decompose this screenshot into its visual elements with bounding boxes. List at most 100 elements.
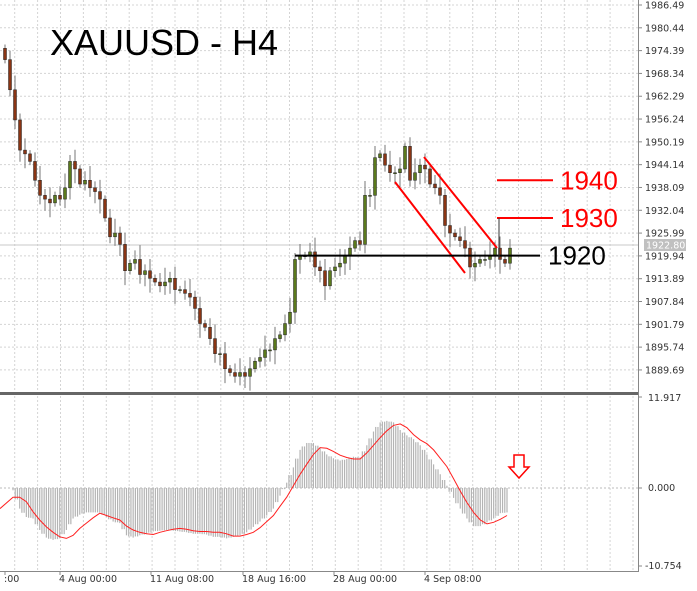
candle-bull <box>338 262 342 268</box>
candle-bear <box>18 119 22 151</box>
candle-bull <box>273 338 277 351</box>
candle-bear <box>323 270 327 287</box>
candle-bull <box>253 360 257 370</box>
down-arrow-icon[interactable] <box>507 454 531 480</box>
candle-bear <box>183 289 187 294</box>
levels: 1940 1930 1920 <box>295 165 618 271</box>
candle-bear <box>103 198 107 219</box>
candle-bull <box>83 180 87 185</box>
candle-bull <box>378 153 382 158</box>
price-axis-label: 1974.39 <box>645 46 684 57</box>
candle-bear <box>443 195 447 226</box>
candle-bear <box>98 191 102 200</box>
candle-bull <box>328 270 332 287</box>
candle-bull <box>218 353 222 355</box>
candle-bull <box>473 262 477 268</box>
candle-bull <box>413 172 417 181</box>
candle-bear <box>153 278 157 283</box>
candle-bull <box>373 157 377 196</box>
price-axis: 1986.49 1980.44 1974.39 1968.34 1962.29 1956.… <box>638 1 684 376</box>
price-axis-label: 1901.79 <box>645 320 684 331</box>
candle-bear <box>43 195 47 200</box>
candle-bear <box>28 153 32 162</box>
candle-bear <box>383 153 387 166</box>
chart-title: XAUUSD - H4 <box>50 22 278 63</box>
candle-bull <box>363 195 367 245</box>
time-axis-label: 28 Aug 00:00 <box>333 574 397 585</box>
price-axis-label: 1956.24 <box>645 115 684 126</box>
candle-bull <box>258 357 262 362</box>
candle-bull <box>238 372 242 377</box>
candle-bull <box>263 349 267 358</box>
candle-bull <box>288 311 292 324</box>
candle-bull <box>398 168 402 173</box>
candle-bull <box>128 262 132 271</box>
candle-bear <box>318 266 322 271</box>
candle-bear <box>228 368 232 373</box>
candle-bear <box>78 168 82 185</box>
candle-bear <box>423 164 427 170</box>
price-axis-label: 1889.69 <box>645 365 684 376</box>
price-axis-label: 1907.84 <box>645 297 684 308</box>
candle-bull <box>168 278 172 283</box>
price-axis-label: 1938.09 <box>645 183 684 194</box>
price-axis-label: 1925.99 <box>645 229 684 240</box>
level-label-1930: 1930 <box>560 203 618 233</box>
candle-bear <box>8 59 12 91</box>
candle-bear <box>118 232 122 245</box>
candle-bear <box>438 187 442 196</box>
candle-bear <box>148 270 152 279</box>
candle-bear <box>13 89 17 121</box>
candle-bull <box>368 195 372 197</box>
candle-bear <box>388 164 392 173</box>
candle-bear <box>123 244 127 271</box>
candle-bear <box>203 323 207 328</box>
candle-bear <box>3 48 7 60</box>
candle-bear <box>453 232 457 238</box>
price-axis-label: 1986.49 <box>645 1 684 12</box>
level-label-1920: 1920 <box>548 241 606 271</box>
candle-bull <box>278 334 282 339</box>
candle-bull <box>493 247 497 256</box>
candle-bear <box>138 259 142 275</box>
candle-bear <box>173 278 177 290</box>
candle-bull <box>293 259 297 313</box>
candle-bear <box>108 217 112 238</box>
price-axis-label: 1962.29 <box>645 92 684 103</box>
candle-bear <box>208 327 212 339</box>
candle-bull <box>393 172 397 174</box>
macd-min-label: -10.754 <box>645 561 682 572</box>
candle-bull <box>283 323 287 336</box>
macd-signal-line <box>0 423 508 539</box>
macd-indicator <box>12 420 508 540</box>
candle-bear <box>408 146 412 181</box>
candle-bear <box>233 372 237 377</box>
candle-bull <box>53 195 57 204</box>
price-axis-label: 1968.34 <box>645 69 684 80</box>
candle-bull <box>248 368 252 377</box>
candle-bear <box>73 161 77 170</box>
candle-bear <box>468 247 472 268</box>
candle-bull <box>483 259 487 261</box>
price-axis-label: 1950.19 <box>645 137 684 148</box>
macd-max-label: 11.917 <box>648 393 681 404</box>
time-axis: :00 4 Aug 00:00 11 Aug 08:00 18 Aug 16:00 28… <box>4 571 481 585</box>
candle-bear <box>198 308 202 324</box>
candle-bull <box>403 146 407 170</box>
candle-bull <box>178 289 182 291</box>
channel-lower-line[interactable] <box>394 181 466 274</box>
candle-bear <box>58 195 62 200</box>
candle-bear <box>243 372 247 377</box>
time-axis-label: 4 Sep 08:00 <box>424 574 481 585</box>
candle-bear <box>88 180 92 189</box>
grid <box>0 0 638 571</box>
candle-bear <box>358 240 362 245</box>
candle-bull <box>418 164 422 173</box>
time-axis-label: :00 <box>4 574 19 585</box>
candle-bull <box>333 266 337 271</box>
candle-bull <box>133 259 137 264</box>
candle-bear <box>193 296 197 309</box>
candle-bull <box>163 281 167 287</box>
channel-upper-line[interactable] <box>423 156 498 249</box>
